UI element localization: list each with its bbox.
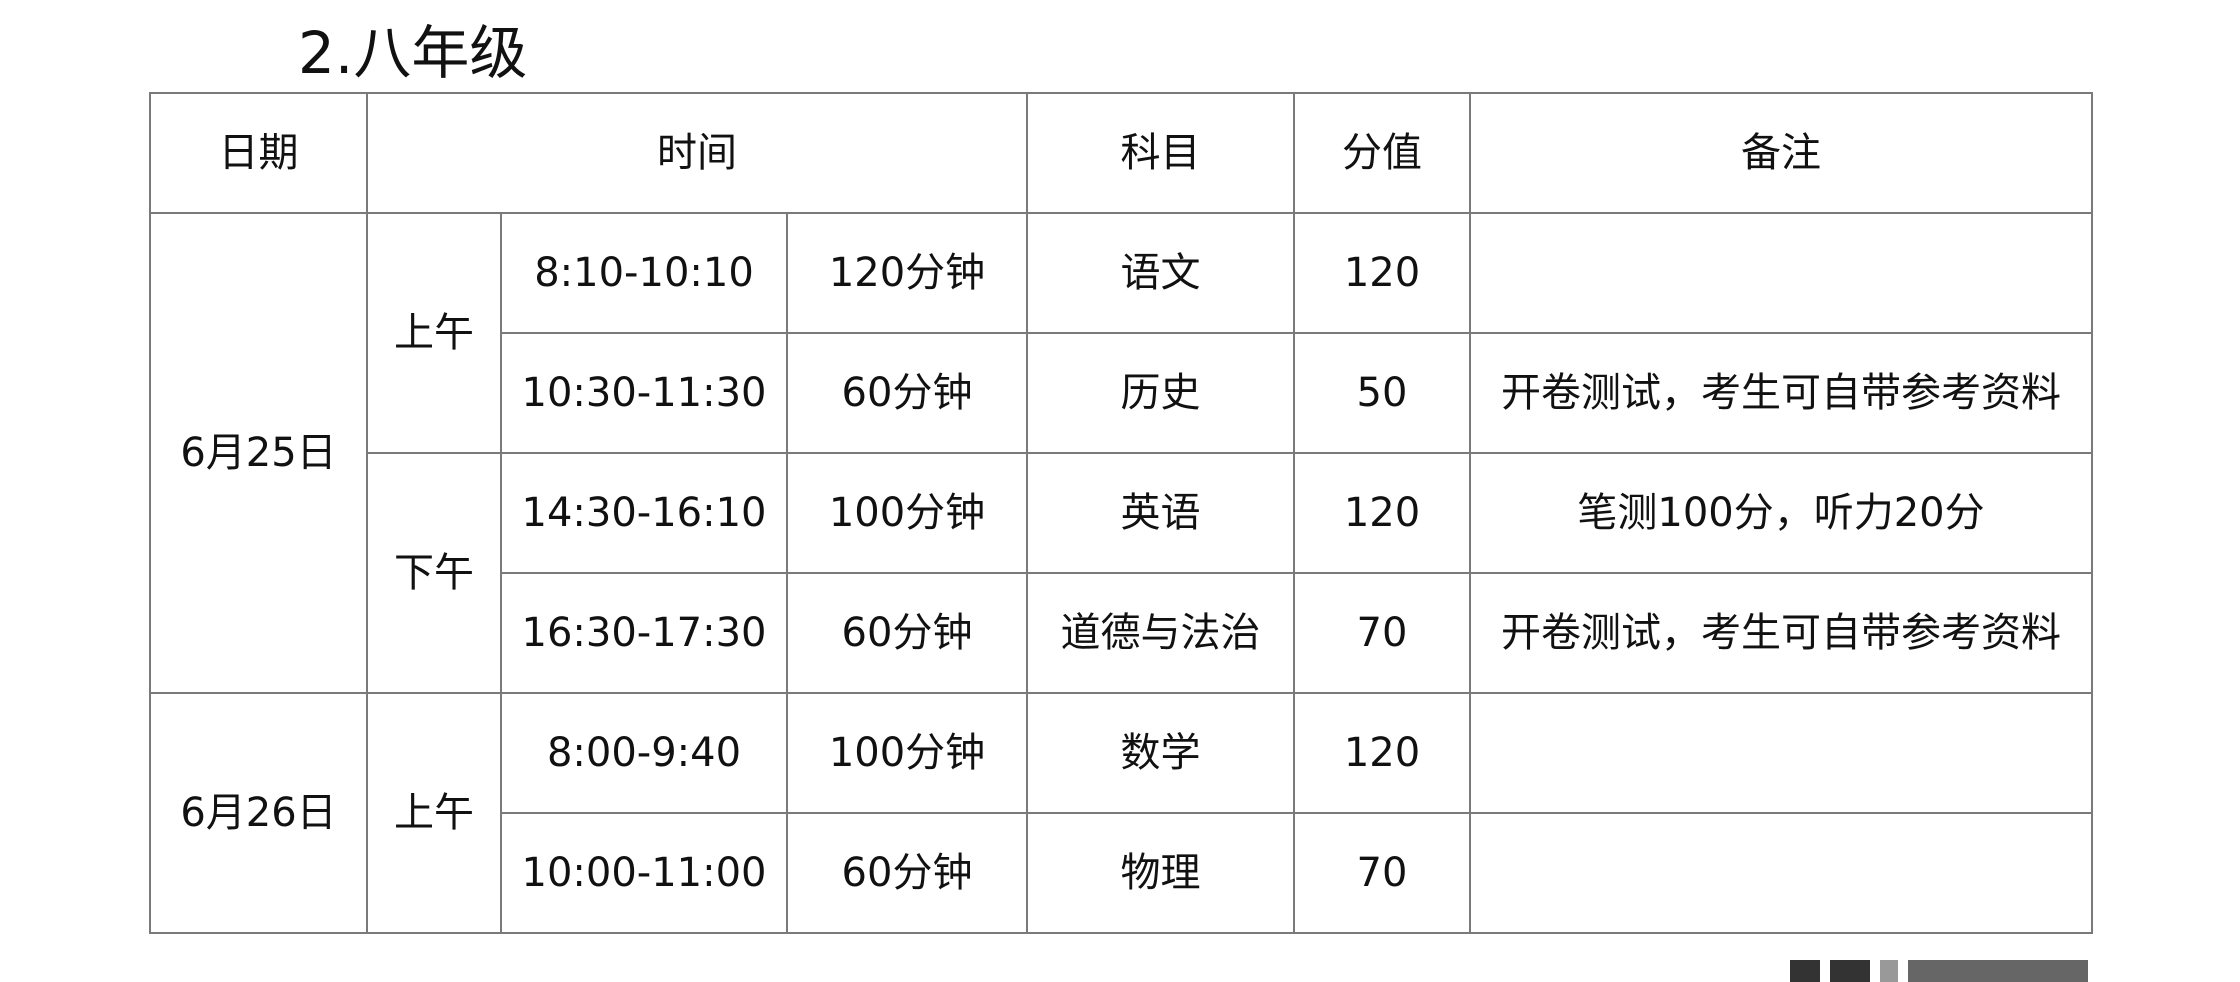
note-cell: 笔测100分，听力20分 <box>1469 452 2093 574</box>
score-cell: 70 <box>1293 812 1471 934</box>
header-score: 分值 <box>1293 92 1471 214</box>
table-row: 10:00-11:00 60分钟 物理 70 <box>150 812 2093 934</box>
subject-cell: 语文 <box>1026 212 1295 334</box>
watermark-fragment <box>1790 960 2170 982</box>
section-title: 2.八年级 <box>298 19 528 87</box>
time-cell: 8:10-10:10 <box>500 212 788 334</box>
table-row: 6月25日 上午 8:10-10:10 120分钟 语文 120 <box>149 212 2093 694</box>
duration-cell: 120分钟 <box>786 212 1028 334</box>
score-cell: 120 <box>1293 452 1471 574</box>
score-cell: 50 <box>1293 332 1471 454</box>
period-cell: 下午 <box>366 452 502 694</box>
header-time: 时间 <box>366 92 1028 214</box>
time-cell: 10:30-11:30 <box>500 332 788 454</box>
date-cell: 6月25日 <box>149 212 368 694</box>
duration-cell: 60分钟 <box>786 572 1028 694</box>
note-cell <box>1469 212 2093 334</box>
note-cell: 开卷测试，考生可自带参考资料 <box>1469 332 2093 454</box>
note-cell <box>1469 812 2093 934</box>
score-cell: 120 <box>1293 692 1471 814</box>
subject-cell: 历史 <box>1026 332 1295 454</box>
table-row: 16:30-17:30 60分钟 道德与法治 70 开卷测试，考生可自带参考资料 <box>150 572 2093 694</box>
header-date: 日期 <box>149 92 368 214</box>
time-cell: 10:00-11:00 <box>500 812 788 934</box>
subject-cell: 道德与法治 <box>1026 572 1295 694</box>
duration-cell: 60分钟 <box>786 332 1028 454</box>
score-cell: 70 <box>1293 572 1471 694</box>
duration-cell: 100分钟 <box>786 692 1028 814</box>
table-row: 下午 14:30-16:10 100分钟 英语 120 笔测100分，听力20分 <box>150 452 2093 694</box>
time-cell: 14:30-16:10 <box>500 452 788 574</box>
period-cell: 上午 <box>366 212 502 454</box>
exam-schedule-table: 日期 时间 科目 分值 备注 6月25日 上午 8:10-10:10 120分钟… <box>149 92 2093 934</box>
time-cell: 8:00-9:40 <box>500 692 788 814</box>
note-cell: 开卷测试，考生可自带参考资料 <box>1469 572 2093 694</box>
date-cell: 6月26日 <box>149 692 368 934</box>
table-row: 10:30-11:30 60分钟 历史 50 开卷测试，考生可自带参考资料 <box>150 332 2093 454</box>
score-cell: 120 <box>1293 212 1471 334</box>
subject-cell: 数学 <box>1026 692 1295 814</box>
duration-cell: 60分钟 <box>786 812 1028 934</box>
period-cell: 上午 <box>366 692 502 934</box>
subject-cell: 物理 <box>1026 812 1295 934</box>
subject-cell: 英语 <box>1026 452 1295 574</box>
header-note: 备注 <box>1469 92 2093 214</box>
note-cell <box>1469 692 2093 814</box>
header-subject: 科目 <box>1026 92 1295 214</box>
table-row: 6月26日 上午 8:00-9:40 100分钟 数学 120 <box>149 692 2093 934</box>
duration-cell: 100分钟 <box>786 452 1028 574</box>
header-row: 日期 时间 科目 分值 备注 <box>149 92 2093 214</box>
time-cell: 16:30-17:30 <box>500 572 788 694</box>
